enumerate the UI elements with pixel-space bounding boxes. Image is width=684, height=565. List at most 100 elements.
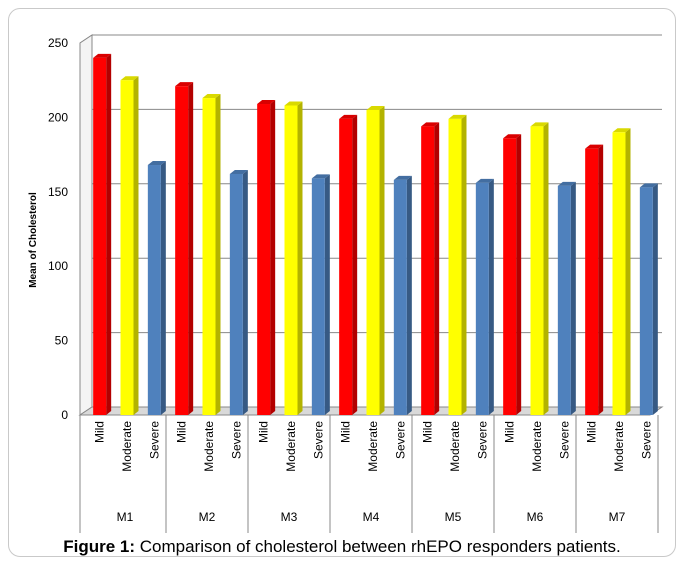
category-label: Mild [339, 421, 353, 443]
bar-side [270, 100, 276, 416]
bar-side [188, 82, 194, 415]
bar-top [557, 181, 576, 186]
category-label: Moderate [284, 421, 298, 472]
bar [284, 105, 298, 415]
caption-label: Figure 1: [63, 537, 136, 556]
bar-top [284, 101, 303, 106]
bar-side [652, 183, 658, 415]
bar-side [242, 169, 248, 415]
bar [475, 182, 489, 415]
category-label: Mild [175, 421, 189, 443]
bar-top [393, 175, 412, 180]
bar [530, 126, 544, 415]
bar-top [475, 178, 494, 183]
bar [120, 80, 134, 415]
category-label: Mild [93, 421, 107, 443]
bar-side [488, 178, 494, 415]
group-label: M6 [527, 510, 544, 524]
bar [612, 132, 626, 415]
y-tick-label: 0 [61, 408, 68, 422]
bar-side [570, 181, 576, 415]
y-axis-label: Mean of Cholesterol [28, 192, 39, 288]
bar-side [106, 53, 112, 415]
category-label: Mild [503, 421, 517, 443]
bar-side [133, 76, 139, 415]
category-label: Moderate [202, 421, 216, 472]
bar-side [297, 101, 303, 415]
category-label: Mild [257, 421, 271, 443]
category-label: Moderate [530, 421, 544, 472]
bar-top [612, 128, 631, 133]
caption-text: Comparison of cholesterol between rhEPO … [135, 537, 621, 556]
category-label: Moderate [612, 421, 626, 472]
y-tick-label: 50 [55, 334, 69, 348]
bar [147, 165, 161, 415]
bar-top [257, 100, 276, 105]
category-label: Severe [557, 421, 571, 459]
bar-top [339, 114, 358, 119]
bar-top [530, 122, 549, 127]
group-label: M5 [445, 510, 462, 524]
category-label: Severe [147, 421, 161, 459]
bar-side [215, 94, 221, 415]
bar-top [229, 169, 248, 174]
figure-caption: Figure 1: Comparison of cholesterol betw… [0, 537, 684, 557]
bar-side [516, 134, 522, 415]
bar-top [503, 134, 522, 139]
bar [557, 185, 571, 415]
bar-top [366, 105, 385, 110]
bars [93, 53, 658, 416]
bar [175, 86, 189, 415]
bar [229, 173, 243, 415]
bar-top [585, 144, 604, 149]
bar-top [639, 183, 658, 188]
bar-side [434, 122, 440, 415]
axis-labels: 0 50 100 150 200 250 M1 Mild Moderate Severe M2 Mil… [48, 36, 653, 524]
bar-side [625, 128, 631, 415]
category-label: Severe [311, 421, 325, 459]
bar-side [406, 175, 412, 415]
group-label: M1 [117, 510, 134, 524]
bar-top [421, 122, 440, 127]
y-tick-label: 150 [48, 185, 68, 199]
group-label: M3 [281, 510, 298, 524]
category-label: Severe [229, 421, 243, 459]
side-wall [79, 34, 93, 416]
group-label: M4 [363, 510, 380, 524]
category-label: Severe [393, 421, 407, 459]
bar [393, 179, 407, 415]
category-label: Severe [475, 421, 489, 459]
bar [366, 109, 380, 416]
category-label: Moderate [366, 421, 380, 472]
bar-top [93, 53, 112, 58]
bar [503, 138, 517, 415]
bar-side [160, 161, 166, 415]
bar [585, 148, 599, 415]
group-label: M7 [609, 510, 626, 524]
bar [311, 178, 325, 415]
y-tick-label: 100 [48, 259, 68, 273]
category-label: Mild [585, 421, 599, 443]
category-label: Severe [639, 421, 653, 459]
category-label: Moderate [120, 421, 134, 472]
bar-side [543, 122, 549, 415]
bar [339, 118, 353, 415]
bar [639, 187, 653, 415]
y-tick-label: 200 [48, 110, 68, 124]
bar-top [147, 161, 166, 166]
bar [421, 126, 435, 415]
bar [257, 104, 271, 416]
category-label: Mild [421, 421, 435, 443]
category-label: Moderate [448, 421, 462, 472]
bar-top [448, 114, 467, 119]
group-label: M2 [199, 510, 216, 524]
bar [93, 57, 107, 415]
bar-side [352, 114, 358, 415]
bar-top [202, 94, 221, 99]
bar-side [461, 114, 467, 415]
bar-top [175, 82, 194, 87]
bar-top [120, 76, 139, 81]
bar-side [379, 105, 385, 416]
bar [202, 98, 216, 415]
